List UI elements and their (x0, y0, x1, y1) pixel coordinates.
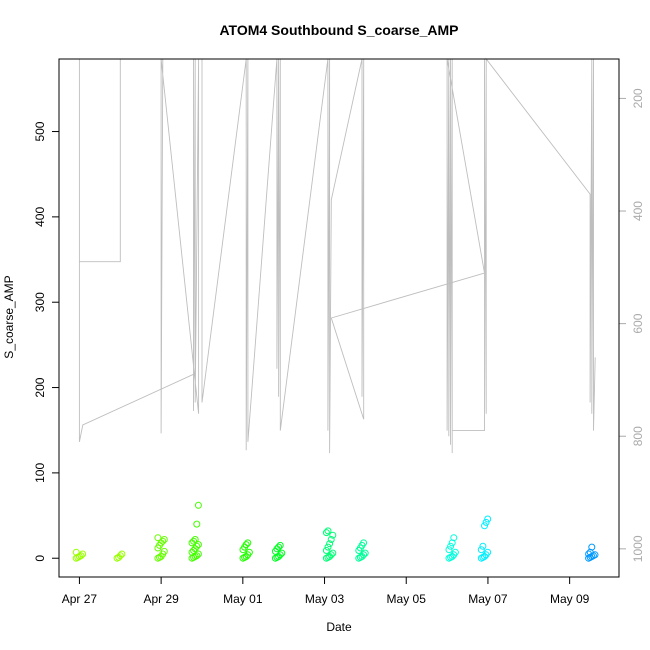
data-point (193, 542, 201, 550)
data-point (324, 543, 332, 551)
data-point (329, 531, 337, 539)
y-tick-label: 200 (33, 377, 47, 397)
data-point (118, 550, 126, 558)
x-tick-label: May 01 (223, 592, 263, 606)
trace-line (78, 57, 596, 454)
points-layer (72, 501, 599, 562)
data-point (278, 549, 286, 557)
data-point (447, 542, 455, 550)
data-point (190, 547, 198, 554)
data-point (79, 550, 87, 558)
data-point (190, 537, 198, 545)
data-point (194, 541, 202, 549)
data-point (451, 548, 459, 556)
chart-title: ATOM4 Southbound S_coarse_AMP (219, 22, 458, 38)
data-point (445, 546, 453, 554)
data-point (588, 543, 596, 551)
data-point (154, 534, 162, 542)
data-point (245, 548, 253, 556)
x-tick-label: May 03 (305, 592, 345, 606)
y-axis-label: S_coarse_AMP (2, 275, 16, 358)
data-point (194, 501, 202, 509)
y2-tick-label: 200 (631, 88, 645, 108)
data-point (159, 537, 167, 545)
x-tick-label: May 05 (387, 592, 427, 606)
data-point (324, 527, 332, 535)
y2-tick-label: 600 (631, 313, 645, 333)
data-point (72, 548, 80, 556)
data-point (322, 547, 330, 554)
data-point (242, 541, 250, 549)
data-point (193, 552, 201, 560)
data-point (116, 552, 124, 560)
data-point (275, 543, 283, 551)
x-tick-label: Apr 29 (143, 592, 179, 606)
y2-tick-label: 400 (631, 201, 645, 221)
y-tick-label: 500 (33, 121, 47, 141)
data-point (276, 551, 284, 559)
data-point (484, 515, 492, 523)
x-axis-label: Date (326, 620, 352, 634)
data-point (276, 541, 284, 549)
y-tick-label: 0 (33, 555, 47, 562)
data-point (322, 529, 330, 537)
trace-layer (78, 57, 596, 454)
data-point (327, 536, 335, 543)
data-point (481, 522, 488, 530)
data-point (482, 518, 490, 526)
data-point (191, 536, 199, 543)
data-point (484, 548, 492, 556)
x-tick-label: May 09 (550, 592, 590, 606)
y-tick-label: 300 (33, 292, 47, 312)
axes-layer: Apr 27 Apr 29 May 01 May 03 May 05 May 07 May … (33, 88, 645, 606)
data-point (327, 551, 335, 559)
data-point (160, 536, 168, 543)
data-point (244, 539, 252, 547)
data-point (361, 549, 369, 557)
data-point (477, 546, 485, 554)
data-point (160, 547, 168, 555)
data-point (360, 551, 368, 559)
x-tick-label: Apr 27 (62, 592, 98, 606)
x-tick-label: May 07 (468, 592, 508, 606)
y2-tick-label: 800 (631, 426, 645, 446)
data-point (194, 550, 202, 558)
data-point (360, 539, 368, 547)
y2-tick-label: 1000 (631, 535, 645, 562)
data-point (479, 542, 487, 550)
data-point (193, 520, 201, 528)
data-point (77, 552, 85, 560)
plot-frame (58, 58, 620, 578)
data-point (329, 549, 337, 557)
y-tick-label: 100 (33, 463, 47, 483)
data-point (450, 534, 458, 542)
data-point (585, 550, 593, 558)
data-point (326, 540, 334, 548)
y-tick-label: 400 (33, 207, 47, 227)
